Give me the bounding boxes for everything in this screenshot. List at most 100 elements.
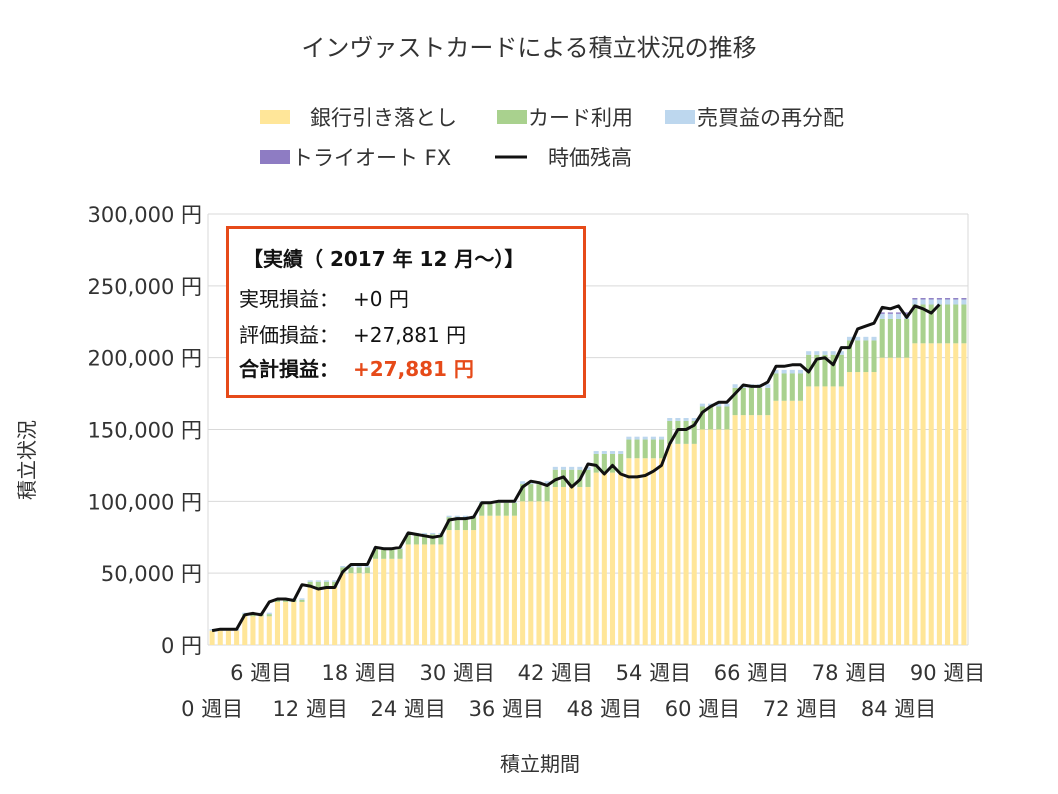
bar-bank: [716, 429, 722, 645]
legend-swatch-bank: [260, 110, 290, 124]
bar-autofx: [912, 298, 918, 300]
total-value: +27,881 円: [353, 357, 474, 381]
unrealized-value: +27,881 円: [353, 323, 467, 347]
bar-card: [593, 453, 599, 473]
bar-card: [601, 453, 607, 473]
bar-card: [920, 304, 926, 344]
bar-resale: [601, 451, 607, 454]
bar-resale: [773, 369, 779, 374]
bar-resale: [266, 612, 272, 615]
bar-card: [569, 469, 575, 487]
bar-resale: [732, 384, 738, 388]
legend-label-line: 時価残高: [548, 146, 632, 170]
bar-bank: [397, 558, 403, 645]
bar-bank: [405, 544, 411, 645]
bar-card: [634, 439, 640, 459]
bar-card: [250, 614, 256, 617]
x-tick-label: 54 週目: [616, 661, 691, 685]
legend-label-resale: 売買益の再分配: [697, 106, 844, 130]
legend-swatch-autofx: [260, 150, 290, 164]
bar-bank: [217, 630, 223, 645]
bar-bank: [569, 486, 575, 645]
y-tick-label: 150,000 円: [87, 419, 202, 443]
bar-bank: [699, 429, 705, 645]
bar-card: [724, 406, 730, 430]
bar-resale: [315, 580, 321, 582]
bar-resale: [871, 336, 877, 341]
y-tick-label: 300,000 円: [87, 203, 202, 227]
bar-bank: [814, 386, 820, 645]
realized-label: 実現損益：: [239, 287, 339, 311]
bar-card: [511, 502, 517, 516]
x-tick-label: 24 週目: [371, 697, 446, 721]
bar-card: [846, 340, 853, 373]
bar-resale: [659, 436, 665, 440]
unrealized-label: 評価損益：: [239, 323, 339, 347]
bar-card: [413, 534, 419, 545]
bar-bank: [797, 400, 804, 645]
bar-card: [372, 548, 379, 559]
bar-bank: [601, 472, 607, 645]
bar-card: [789, 373, 795, 401]
bar-resale: [609, 451, 616, 454]
bar-bank: [225, 630, 231, 645]
y-tick-label: 0 円: [161, 634, 202, 658]
bar-bank: [945, 343, 951, 645]
y-axis-title: 積立状況: [15, 420, 39, 500]
bar-bank: [855, 372, 861, 645]
bar-resale: [520, 481, 526, 485]
bar-card: [650, 439, 656, 459]
bar-bank: [626, 458, 632, 645]
chart-title: インヴァストカードによる積立状況の推移: [301, 34, 756, 62]
bar-bank: [871, 372, 877, 645]
bar-bank: [315, 587, 321, 645]
bar-bank: [544, 501, 550, 645]
bar-bank: [691, 443, 697, 645]
unrealized-row: 評価損益： +27,881 円: [239, 319, 466, 348]
bar-autofx: [887, 312, 893, 314]
bar-bank: [381, 558, 387, 645]
bar-bank: [340, 573, 346, 645]
bar-card: [487, 502, 493, 516]
bar-card: [699, 406, 705, 430]
bar-card: [642, 439, 648, 459]
bar-bank: [323, 587, 330, 645]
bar-bank: [283, 601, 289, 645]
bar-card: [446, 517, 452, 531]
bar-bank: [609, 472, 616, 645]
bar-card: [961, 304, 967, 344]
bar-bank: [708, 429, 714, 645]
bar-card: [757, 387, 763, 416]
legend-swatch-resale: [665, 110, 695, 124]
bar-card: [945, 304, 951, 344]
bar-card: [479, 502, 485, 516]
bar-bank: [299, 601, 305, 645]
bar-bank: [724, 429, 730, 645]
bar-resale: [863, 336, 869, 341]
bar-bank: [928, 343, 934, 645]
bar-bank: [364, 573, 370, 645]
bar-autofx: [879, 312, 885, 314]
results-box: 【実績（ 2017 年 12 月～）】 実現損益： +0 円 評価損益： +27,8…: [226, 226, 586, 398]
bar-bank: [577, 486, 583, 645]
bar-resale: [896, 313, 902, 319]
bar-resale: [593, 451, 599, 454]
bar-bank: [291, 601, 297, 645]
bar-resale: [430, 532, 436, 535]
bar-resale: [920, 299, 926, 305]
bar-resale: [765, 384, 771, 388]
bar-bank: [560, 486, 567, 645]
x-tick-label: 6 週目: [230, 661, 292, 685]
bar-card: [708, 406, 714, 430]
bar-autofx: [920, 298, 926, 300]
bar-resale: [846, 336, 853, 341]
bar-bank: [209, 630, 215, 645]
bar-bank: [389, 558, 395, 645]
bar-resale: [299, 598, 305, 600]
x-tick-label: 48 週目: [567, 697, 642, 721]
bar-bank: [953, 343, 959, 645]
bar-card: [659, 439, 665, 459]
bar-resale: [618, 451, 624, 454]
x-tick-label: 84 週目: [861, 697, 936, 721]
bar-resale: [879, 313, 885, 319]
